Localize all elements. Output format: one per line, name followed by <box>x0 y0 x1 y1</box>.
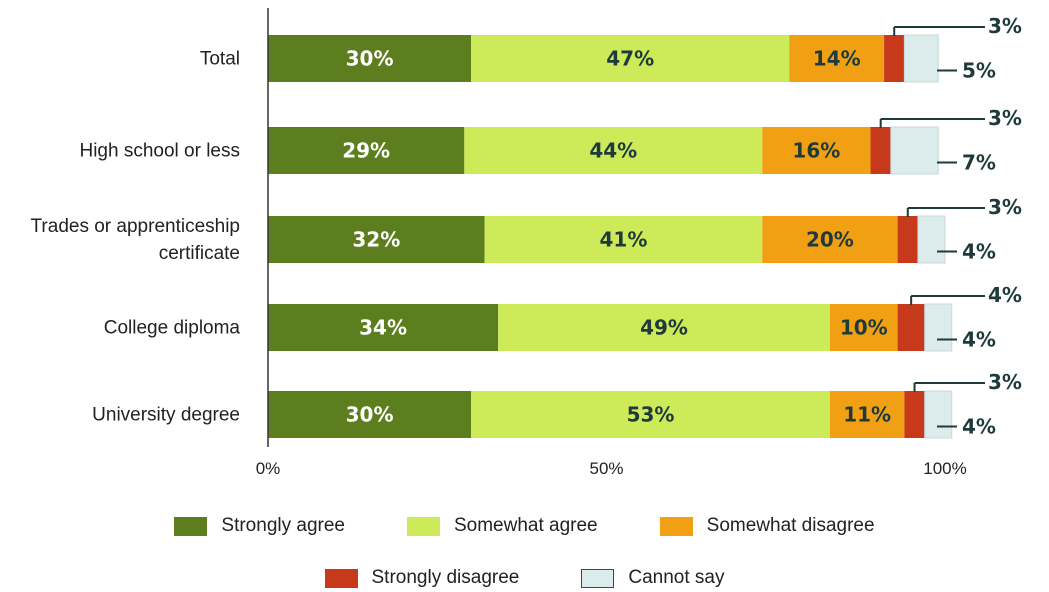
bar-strongly-disagree-trades-or-apprenticeship-certificate <box>897 216 918 263</box>
category-label-line: High school or less <box>79 141 240 162</box>
bar-strongly-agree-college-diploma <box>268 304 499 351</box>
bar-somewhat-disagree-high-school-or-less <box>762 127 871 174</box>
data-label-strongly-agree-total: 30% <box>346 47 394 71</box>
bar-somewhat-agree-university-degree <box>471 391 830 438</box>
legend-label-strongly-disagree: Strongly disagree <box>371 567 520 588</box>
category-label-line: College diploma <box>104 318 241 339</box>
bar-cannot-say-high-school-or-less <box>890 126 939 175</box>
legend-item-strongly-agree: Strongly agree <box>174 515 345 537</box>
bar-somewhat-disagree-trades-or-apprenticeship-certificate <box>762 216 898 263</box>
data-label-somewhat-agree-university-degree: 53% <box>627 403 675 427</box>
bar-strongly-agree-total <box>268 35 472 82</box>
bar-somewhat-disagree-college-diploma <box>829 304 898 351</box>
legend-swatch-cannot-say <box>581 568 615 588</box>
category-label-total: Total <box>200 49 240 70</box>
bar-cannot-say-college-diploma <box>924 303 953 352</box>
bar-strongly-agree-high-school-or-less <box>268 127 465 174</box>
x-tick-label-50: 50% <box>589 459 623 478</box>
legend-label-cannot-say: Cannot say <box>628 567 725 588</box>
category-label-line: Total <box>200 49 240 70</box>
data-label-strongly-agree-high-school-or-less: 29% <box>342 139 390 163</box>
bar-strongly-agree-university-degree <box>268 391 472 438</box>
stacked-bar-chart: Total High school or less Trades or appren… <box>31 8 1022 478</box>
category-label-line: Trades or apprenticeship <box>31 216 240 237</box>
legend-swatch-strongly-agree <box>174 516 208 536</box>
data-label-somewhat-disagree-trades-or-apprenticeship-certificate: 20% <box>806 228 854 252</box>
legend-label-somewhat-disagree: Somewhat disagree <box>706 515 875 536</box>
data-label-cannot-say-trades-or-apprenticeship-certificate: 4% <box>962 240 996 264</box>
data-label-strongly-agree-university-degree: 30% <box>346 403 394 427</box>
category-label-university-degree: University degree <box>92 405 240 426</box>
x-tick-label-0: 0% <box>256 459 281 478</box>
data-label-somewhat-agree-trades-or-apprenticeship-certificate: 41% <box>599 228 647 252</box>
data-label-cannot-say-college-diploma: 4% <box>962 328 996 352</box>
data-label-somewhat-agree-college-diploma: 49% <box>640 316 688 340</box>
bar-somewhat-agree-total <box>471 35 790 82</box>
legend-item-cannot-say: Cannot say <box>581 567 725 589</box>
data-label-cannot-say-total: 5% <box>962 59 996 83</box>
legend-label-strongly-agree: Strongly agree <box>221 515 345 536</box>
bar-strongly-disagree-total <box>884 35 905 82</box>
data-label-strongly-agree-trades-or-apprenticeship-certificate: 32% <box>352 228 400 252</box>
legend-swatch-somewhat-disagree <box>659 516 693 536</box>
x-tick-label-100: 100% <box>923 459 966 478</box>
category-label-high-school-or-less: High school or less <box>79 141 240 162</box>
bar-cannot-say-total <box>903 34 939 83</box>
data-label-strongly-disagree-total: 3% <box>988 14 1022 38</box>
bar-somewhat-disagree-total <box>789 35 885 82</box>
category-label-line: certificate <box>159 243 240 264</box>
bar-cannot-say-trades-or-apprenticeship-certificate <box>917 215 946 264</box>
bar-somewhat-agree-college-diploma <box>498 304 830 351</box>
legend-item-strongly-disagree: Strongly disagree <box>324 567 520 589</box>
legend-item-somewhat-disagree: Somewhat disagree <box>659 515 875 537</box>
bar-somewhat-agree-high-school-or-less <box>464 127 763 174</box>
data-label-somewhat-agree-total: 47% <box>606 47 654 71</box>
category-label-college-diploma: College diploma <box>104 318 241 339</box>
data-label-somewhat-agree-high-school-or-less: 44% <box>589 139 637 163</box>
data-label-somewhat-disagree-university-degree: 11% <box>843 403 891 427</box>
legend-label-somewhat-agree: Somewhat agree <box>453 515 598 536</box>
bar-strongly-disagree-university-degree <box>904 391 925 438</box>
data-label-strongly-disagree-college-diploma: 4% <box>988 283 1022 307</box>
data-label-strongly-agree-college-diploma: 34% <box>359 316 407 340</box>
data-label-strongly-disagree-university-degree: 3% <box>988 370 1022 394</box>
bar-somewhat-agree-trades-or-apprenticeship-certificate <box>484 216 763 263</box>
legend-swatch-somewhat-agree <box>406 516 440 536</box>
data-label-somewhat-disagree-total: 14% <box>813 47 861 71</box>
legend-item-somewhat-agree: Somewhat agree <box>406 515 598 537</box>
bar-somewhat-disagree-university-degree <box>829 391 905 438</box>
category-label-line: University degree <box>92 405 240 426</box>
data-label-strongly-disagree-trades-or-apprenticeship-certificate: 3% <box>988 195 1022 219</box>
bar-strongly-disagree-college-diploma <box>897 304 925 351</box>
legend-row-1: Strongly agree Somewhat agree Somewhat d… <box>0 515 1049 537</box>
legend-row-2: Strongly disagree Cannot say <box>0 567 1049 589</box>
category-label-trades-or-apprenticeship-certificate: Trades or apprenticeship certificate <box>31 216 240 264</box>
data-label-cannot-say-university-degree: 4% <box>962 415 996 439</box>
data-label-cannot-say-high-school-or-less: 7% <box>962 151 996 175</box>
data-label-somewhat-disagree-college-diploma: 10% <box>840 316 888 340</box>
bar-strongly-agree-trades-or-apprenticeship-certificate <box>268 216 485 263</box>
data-label-strongly-disagree-high-school-or-less: 3% <box>988 106 1022 130</box>
bar-cannot-say-university-degree <box>924 390 953 439</box>
legend-swatch-strongly-disagree <box>324 568 358 588</box>
data-label-somewhat-disagree-high-school-or-less: 16% <box>792 139 840 163</box>
bar-strongly-disagree-high-school-or-less <box>870 127 891 174</box>
